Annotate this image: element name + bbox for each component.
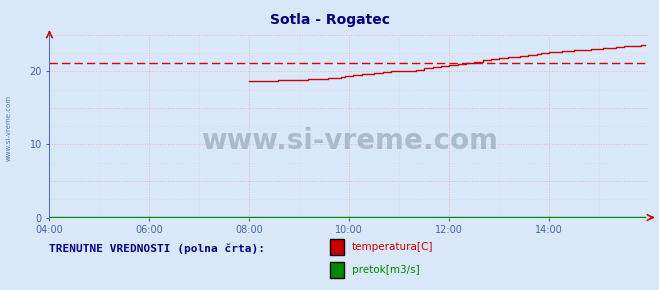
Text: Sotla - Rogatec: Sotla - Rogatec — [270, 13, 389, 27]
Text: www.si-vreme.com: www.si-vreme.com — [201, 127, 498, 155]
Text: www.si-vreme.com: www.si-vreme.com — [5, 95, 11, 161]
Text: pretok[m3/s]: pretok[m3/s] — [352, 265, 420, 276]
Text: temperatura[C]: temperatura[C] — [352, 242, 434, 252]
Text: TRENUTNE VREDNOSTI (polna črta):: TRENUTNE VREDNOSTI (polna črta): — [49, 244, 266, 254]
